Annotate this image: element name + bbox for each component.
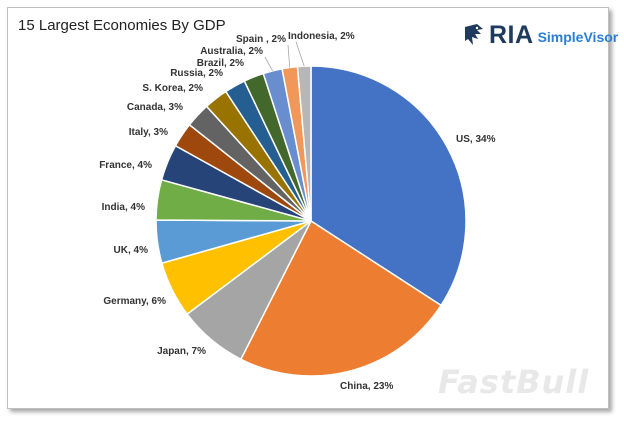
leader-line xyxy=(264,56,273,71)
pie-slice-indonesia xyxy=(296,65,312,222)
logo-product-text: SimpleVisor xyxy=(537,29,619,45)
chart-frame: 15 Largest Economies By GDP RIA SimpleVi… xyxy=(7,7,618,409)
eagle-head-icon xyxy=(465,24,483,45)
leader-line xyxy=(287,44,291,68)
watermark: FastBull xyxy=(438,363,590,401)
slice-label-india: India, 4% xyxy=(102,202,145,213)
slice-label-indonesia: Indonesia, 2% xyxy=(288,31,355,42)
slice-label-germany: Germany, 6% xyxy=(103,296,166,307)
pie-slice-china xyxy=(239,219,443,377)
logo-brand-text: RIA xyxy=(489,20,534,49)
slice-label-s-korea: S. Korea, 2% xyxy=(142,83,203,94)
slice-label-uk: UK, 4% xyxy=(114,245,149,256)
slice-label-france: France, 4% xyxy=(99,160,152,171)
slice-label-china: China, 23% xyxy=(340,381,393,392)
pie-chart: US, 34% China, 23% Japan, 7% Germany, 6% UK,… xyxy=(99,31,496,392)
slice-label-spain: Spain , 2% xyxy=(236,34,286,45)
leader-line xyxy=(295,41,305,67)
slice-label-italy: Italy, 3% xyxy=(129,127,168,138)
slice-label-canada: Canada, 3% xyxy=(127,102,183,113)
slice-label-us: US, 34% xyxy=(456,134,496,145)
slice-label-russia: Russia, 2% xyxy=(170,68,223,79)
chart-title: 15 Largest Economies By GDP xyxy=(18,17,226,34)
slice-label-australia: Australia, 2% xyxy=(200,46,263,57)
ria-simplevisor-logo: RIA SimpleVisor xyxy=(463,20,619,49)
slice-label-brazil: Brazil, 2% xyxy=(197,58,244,69)
slice-label-japan: Japan, 7% xyxy=(157,346,206,357)
